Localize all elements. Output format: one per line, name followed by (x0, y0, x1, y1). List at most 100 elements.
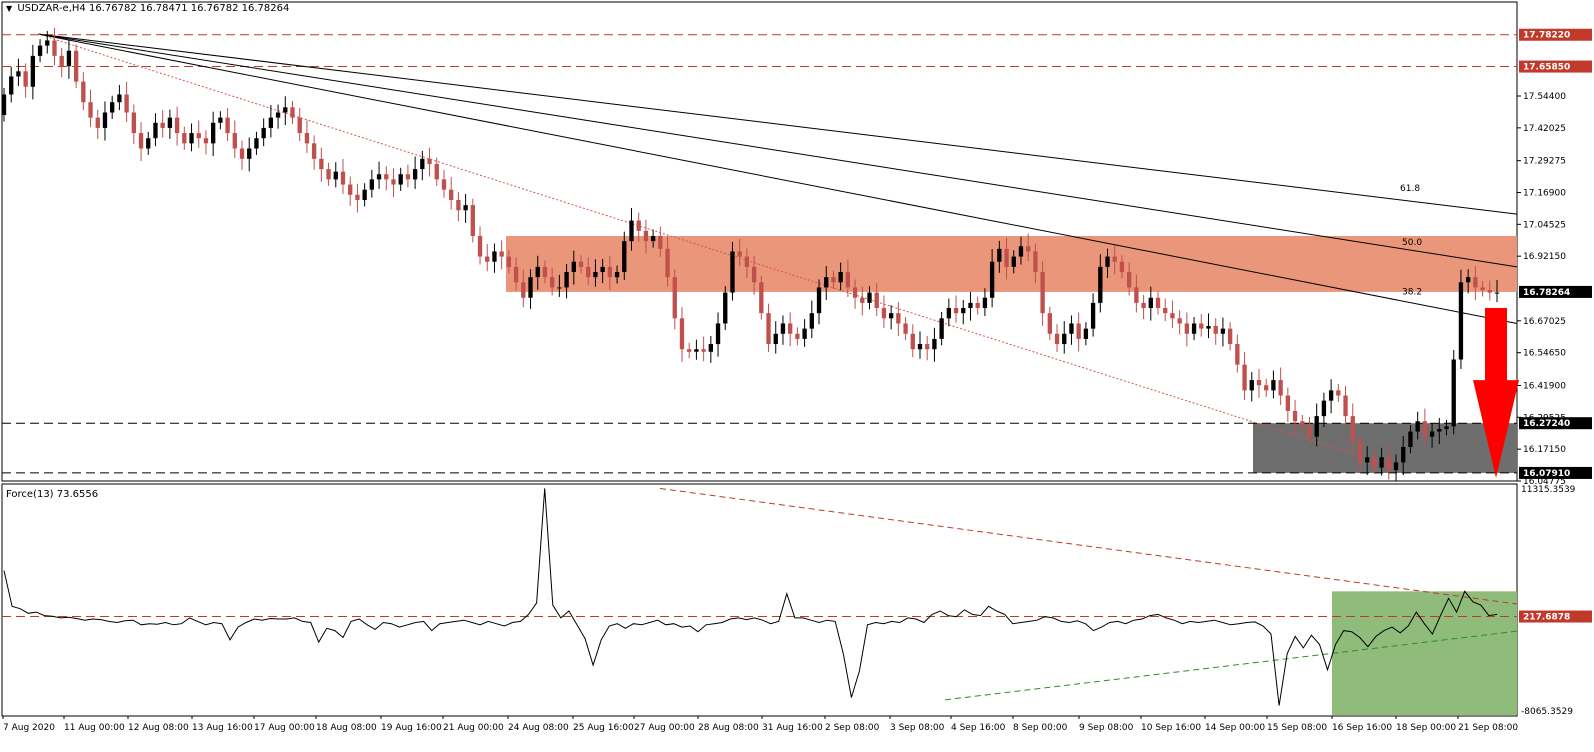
candle (384, 166, 389, 191)
candle-body (160, 122, 165, 128)
candle-body (780, 323, 786, 334)
candle (1307, 416, 1312, 445)
candle-body (117, 94, 122, 103)
candle-body (1170, 313, 1175, 319)
candle (1105, 248, 1110, 278)
candle (506, 250, 512, 274)
x-tick-label-20: 15 Sep 08:00 (1267, 723, 1327, 733)
candle (910, 324, 915, 358)
candle-body (59, 55, 64, 67)
candle-body (593, 272, 598, 278)
candles-layer (1, 27, 1500, 482)
trendlines-layer (37, 33, 1518, 470)
candle (268, 105, 274, 138)
candle (485, 243, 490, 272)
candle (636, 212, 641, 242)
candle-body (564, 272, 569, 288)
candle-body (997, 248, 1002, 262)
candle (867, 286, 872, 310)
candle (1300, 414, 1305, 433)
candle-body (874, 292, 879, 309)
candle (888, 305, 894, 330)
candle-body (1026, 246, 1031, 252)
arrow-layer (1473, 308, 1519, 478)
candle-body (513, 266, 519, 283)
candle-body (1004, 248, 1009, 267)
candle (932, 327, 937, 362)
candle-body (1336, 390, 1341, 396)
candle-body (275, 112, 281, 118)
candle (607, 255, 613, 290)
price-tag-box (1519, 60, 1592, 73)
candle (1487, 280, 1492, 301)
candle-body (1119, 261, 1125, 273)
candle (290, 100, 295, 125)
price-tag-0: 17.78220 (1523, 31, 1570, 41)
x-tick-label-8: 24 Aug 08:00 (508, 723, 569, 733)
y-tick-label-11: 16.04775 (1523, 477, 1566, 487)
candle (239, 140, 245, 170)
candle (189, 123, 194, 152)
candle (802, 319, 807, 347)
candle-body (110, 102, 115, 113)
candle-body (1300, 421, 1305, 427)
candle (131, 104, 136, 145)
candle-body (1163, 308, 1168, 314)
candle (124, 81, 129, 123)
candle-body (355, 194, 360, 200)
candle-body (975, 302, 980, 309)
candle-body (182, 133, 187, 144)
candle (1047, 306, 1052, 341)
candle-body (766, 313, 771, 345)
candle-body (1437, 428, 1442, 432)
candle-body (427, 158, 432, 164)
candle (441, 169, 447, 198)
candle (52, 27, 57, 66)
candle (477, 226, 483, 265)
candle (1256, 369, 1262, 398)
candle-body (1018, 246, 1024, 257)
candle (896, 302, 901, 337)
candle-body (1069, 323, 1074, 334)
candle (45, 30, 50, 54)
candle (30, 44, 36, 100)
candle (463, 194, 468, 223)
collapse-triangle-icon[interactable]: ▼ (6, 4, 13, 13)
candle-body (715, 323, 721, 345)
candle-body (1307, 426, 1312, 437)
candle (1415, 411, 1420, 440)
candle (1, 88, 7, 122)
force-zone (1332, 591, 1517, 715)
candle (232, 120, 237, 159)
x-tick-label-12: 31 Aug 16:00 (762, 723, 823, 733)
candle (1451, 349, 1456, 435)
candle-body (1365, 457, 1370, 463)
candle-body (1372, 457, 1377, 468)
candle-body (441, 179, 447, 190)
candle-body (304, 133, 310, 144)
x-tick-label-6: 19 Aug 16:00 (381, 723, 442, 733)
candle-body (45, 40, 50, 46)
candle-body (838, 272, 843, 283)
candle-body (66, 50, 72, 67)
candle (1401, 435, 1406, 476)
candle (16, 58, 21, 86)
candle-body (1126, 272, 1132, 288)
candle-body (571, 261, 576, 273)
candle (1026, 233, 1031, 261)
candle (1235, 334, 1240, 373)
candle-body (1148, 297, 1153, 309)
candle-body (658, 235, 663, 249)
candle-body (326, 169, 331, 180)
candle-body (773, 333, 778, 345)
candle-body (751, 266, 757, 283)
price-tag-box (1519, 28, 1592, 41)
candle (730, 241, 735, 301)
candle (9, 66, 14, 103)
candle (340, 159, 346, 195)
candle (528, 269, 533, 309)
candle-body (384, 174, 389, 180)
candle-body (1112, 256, 1117, 262)
candle (449, 177, 454, 210)
candle-body (30, 55, 36, 87)
